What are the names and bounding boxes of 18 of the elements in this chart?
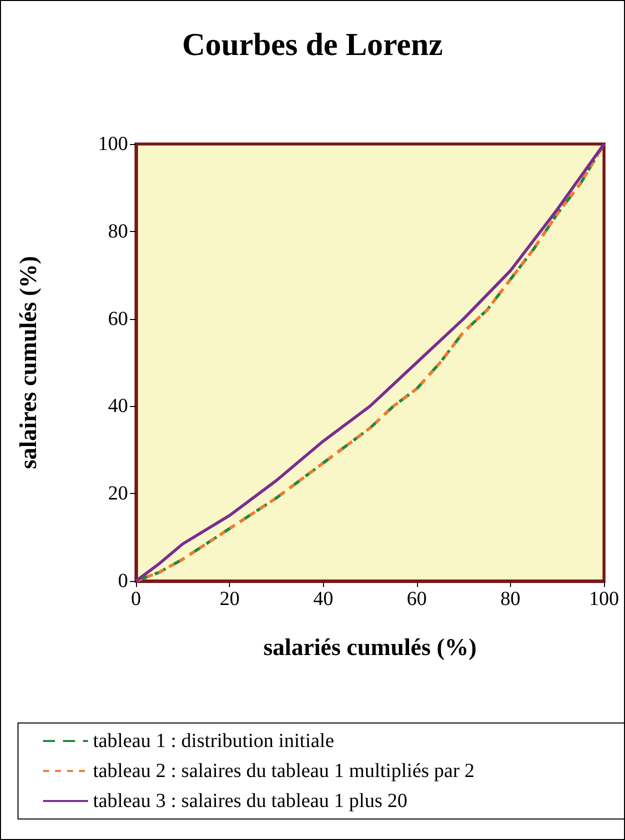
y-tick-label: 40 [108,395,128,418]
legend-label: tableau 1 : distribution initiale [93,730,334,752]
legend-label: tableau 2 : salaires du tableau 1 multipliés par 2 [93,760,475,782]
y-tick-label: 0 [118,570,128,592]
x-tick-label: 80 [500,588,520,610]
x-tick-label: 20 [220,588,240,610]
legend-label: tableau 3 : salaires du tableau 1 plus 20 [93,790,408,812]
line-series [134,142,606,582]
y-tick-label: 100 [98,133,128,155]
x-tick-label: 60 [406,588,427,610]
x-tick-label: 40 [313,588,334,610]
chart-title: Courbes de Lorenz [182,26,443,62]
y-axis-title: salaires cumulés (%) [16,256,42,469]
y-tick-label: 80 [108,220,128,242]
y-tick-label: 60 [108,308,128,330]
x-tick-label: 100 [589,588,619,610]
x-axis-title: salariés cumulés (%) [263,635,477,661]
y-tick-label: 20 [108,482,128,505]
